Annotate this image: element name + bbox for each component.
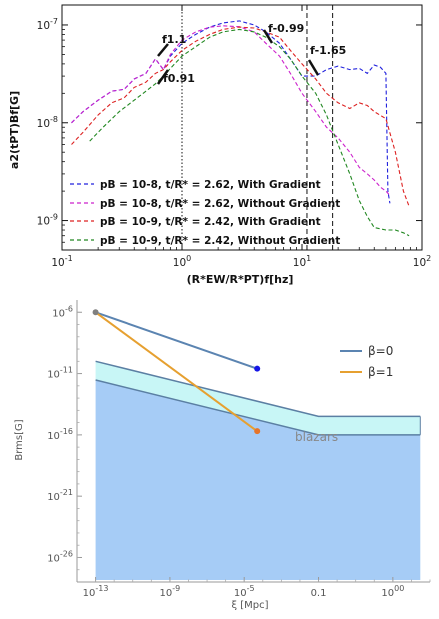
series-line-4 (89, 28, 410, 237)
x-tick-label-4: 102 (413, 254, 431, 269)
y-tick-label-4: 10-21 (47, 488, 73, 503)
series-line-3 (71, 26, 410, 207)
annotation-f1.1-marker (157, 43, 169, 57)
x-axis-label: (R*EW/R*PT)f[hz] (187, 273, 294, 286)
grid (181, 5, 334, 250)
series-line-beta1 (95, 311, 258, 433)
tick-layer: 10-1 100 101 102 10-7 10-8 10-9 (37, 5, 431, 269)
annotation-f0.91: f0.91 (163, 72, 195, 85)
brms-scaling-chart: 10-13 10-9 10-5 0.1 1000 10-6 10-11 10-16 10-21 1… (14, 300, 431, 611)
annotation-f-1.65-marker (307, 59, 320, 76)
legend-label-beta1: β=1 (368, 365, 393, 379)
x-tick-label-3: 101 (293, 254, 311, 269)
tick-layer: 10-13 10-9 10-5 0.1 1000 10-6 10-11 10-16 10-21 1… (47, 304, 431, 599)
x-tick-label-2: 100 (173, 254, 191, 269)
legend-label-3: pB = 10-9, t/R* = 2.42, With Gradient (100, 216, 321, 228)
x-tick-label-1: 10-13 (83, 584, 109, 599)
annotation-f-0.99-marker (262, 29, 274, 44)
band-upper-edge (95, 360, 421, 418)
x-tick-label-4: 0.1 (311, 588, 327, 599)
y-axis-label: Brms[G] (14, 419, 25, 460)
y-tick-label-2: 10-8 (37, 115, 58, 130)
annotation-f1.1: f1.1 (162, 33, 186, 46)
legend-label-4: pB = 10-9, t/R* = 2.42, Without Gradient (100, 235, 340, 247)
end-marker-beta0 (254, 365, 261, 372)
start-marker (92, 309, 99, 316)
x-tick-label-5: 1000 (381, 584, 404, 599)
legend: pB = 10-8, t/R* = 2.62, With Gradient pB… (70, 179, 340, 247)
y-tick-label-1: 10-6 (52, 304, 73, 319)
x-tick-label-1: 10-1 (51, 254, 72, 269)
x-tick-label-2: 10-9 (160, 584, 181, 599)
x-axis-label: ξ [Mpc] (231, 600, 268, 611)
annotation-f0.91-marker (156, 69, 170, 85)
annotation-f-0.99: f-0.99 (268, 22, 304, 35)
series-layer (92, 309, 261, 435)
band-lower-edge (95, 379, 421, 436)
series-line-2 (71, 25, 391, 196)
legend-label-beta0: β=0 (368, 344, 393, 358)
region-allowed (95, 380, 421, 580)
x-tick-label-3: 10-5 (234, 584, 255, 599)
legend-label-2: pB = 10-8, t/R* = 2.62, Without Gradient (100, 198, 340, 210)
y-axis-label: a2(tPT)Bf[G] (8, 91, 21, 169)
legend-label-1: pB = 10-8, t/R* = 2.62, With Gradient (100, 179, 321, 191)
y-tick-label-5: 10-26 (47, 549, 73, 564)
y-tick-label-1: 10-7 (37, 17, 58, 32)
y-tick-label-2: 10-11 (47, 366, 73, 381)
legend: β=0 β=1 (340, 344, 393, 379)
series-line-beta0 (95, 311, 258, 370)
series-layer (71, 20, 410, 237)
plot-frame (61, 4, 423, 251)
region-label-blazars: blazars (295, 430, 338, 444)
annotation-f-1.65: f-1.65 (310, 44, 346, 57)
gw-spectrum-chart: 10-1 100 101 102 10-7 10-8 10-9 f1.1 f0.91 f-0… (8, 4, 431, 286)
y-tick-label-3: 10-9 (37, 213, 58, 228)
region-layer (95, 360, 421, 580)
y-tick-label-3: 10-16 (47, 427, 73, 442)
end-marker-beta1 (254, 428, 261, 435)
